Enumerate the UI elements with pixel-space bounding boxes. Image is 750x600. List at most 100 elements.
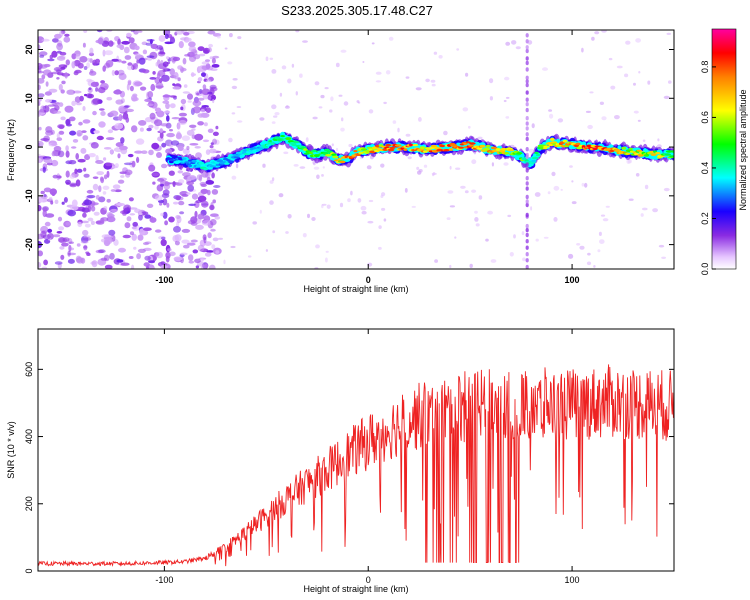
noise-speck: [335, 147, 339, 152]
noise-speck: [42, 207, 48, 212]
ridge-blob: [479, 144, 486, 148]
noise-speck: [521, 231, 525, 236]
noise-speck: [58, 226, 65, 231]
noise-speck: [392, 120, 397, 124]
ridge-blob: [528, 163, 534, 167]
noise-speck: [128, 256, 134, 259]
noise-speck: [45, 130, 54, 136]
y-tick-label: 20: [24, 45, 34, 55]
ridge-blob: [228, 160, 235, 164]
noise-speck: [66, 89, 76, 95]
noise-speck: [38, 126, 42, 131]
noise-speck: [378, 246, 382, 250]
colorbar: 0.0 0.2 0.4 0.6 0.8 Normalized spectral ampl…: [700, 28, 748, 275]
noise-speck: [179, 252, 188, 256]
noise-speck: [113, 239, 119, 246]
noise-speck: [259, 117, 265, 121]
ridge-blob: [387, 148, 395, 152]
noise-speck: [581, 182, 585, 187]
ridge-blob: [419, 146, 426, 150]
noise-speck: [161, 163, 168, 169]
noise-speck: [455, 167, 461, 170]
noise-speck: [87, 205, 92, 213]
noise-speck: [38, 262, 42, 268]
ridge-blob: [436, 148, 443, 152]
ridge-blob: [187, 164, 193, 168]
noise-speck: [543, 236, 549, 239]
noise-speck: [177, 65, 183, 70]
noise-speck: [117, 38, 121, 46]
artifact-dot: [525, 147, 529, 152]
noise-speck: [109, 110, 119, 117]
noise-speck: [81, 220, 89, 224]
noise-speck: [116, 259, 124, 263]
ridge-blob: [198, 161, 205, 165]
noise-speck: [181, 135, 190, 141]
x-tick-label: 100: [565, 575, 580, 585]
ridge-blob: [503, 152, 510, 155]
noise-speck: [184, 54, 191, 57]
noise-speck: [146, 103, 154, 107]
noise-speck: [210, 228, 216, 232]
noise-speck: [79, 56, 88, 63]
noise-speck: [313, 166, 320, 170]
noise-speck: [45, 81, 49, 87]
noise-speck: [166, 132, 175, 138]
y-tick-label: 200: [24, 496, 34, 511]
noise-speck: [272, 230, 276, 234]
noise-speck: [98, 185, 102, 193]
ridge-blob: [465, 141, 471, 144]
noise-speck: [229, 33, 233, 38]
noise-speck: [69, 174, 75, 179]
ridge-blob: [412, 144, 419, 147]
noise-speck: [200, 188, 209, 194]
noise-speck: [177, 170, 184, 174]
noise-speck: [41, 74, 46, 80]
noise-speck: [89, 47, 94, 55]
noise-speck: [144, 214, 151, 219]
noise-speck: [212, 55, 220, 59]
noise-speck: [579, 245, 585, 250]
artifact-dot: [525, 90, 529, 95]
noise-speck: [186, 192, 191, 195]
noise-speck: [103, 157, 107, 161]
noise-speck: [209, 219, 217, 226]
artifact-dot: [525, 33, 529, 38]
noise-speck: [95, 194, 100, 200]
artifact-dot: [525, 252, 529, 257]
noise-speck: [568, 253, 574, 259]
noise-speck: [380, 163, 385, 168]
noise-speck: [38, 101, 41, 106]
ridge-blob: [184, 161, 190, 164]
noise-speck: [477, 136, 483, 140]
noise-speck: [45, 213, 55, 218]
noise-speck: [159, 131, 164, 139]
noise-speck: [335, 62, 340, 68]
noise-speck: [325, 257, 328, 263]
noise-speck: [211, 189, 219, 195]
noise-speck: [100, 177, 105, 184]
noise-speck: [182, 172, 191, 177]
noise-speck: [43, 187, 52, 193]
noise-speck: [120, 175, 125, 178]
noise-speck: [75, 153, 79, 160]
noise-speck: [106, 170, 110, 178]
noise-speck: [324, 87, 329, 90]
noise-speck: [173, 72, 179, 80]
noise-speck: [295, 91, 298, 96]
noise-speck: [160, 212, 165, 217]
noise-speck: [201, 105, 209, 108]
y-tick-label: 600: [24, 362, 34, 377]
noise-speck: [383, 218, 387, 222]
noise-speck: [375, 71, 382, 75]
snr-series-line: [38, 364, 674, 567]
noise-speck: [553, 217, 558, 222]
noise-speck: [207, 96, 212, 100]
noise-speck: [214, 216, 221, 220]
noise-speck: [202, 139, 210, 143]
noise-speck: [505, 116, 510, 119]
noise-speck: [120, 262, 130, 266]
noise-speck: [75, 102, 82, 106]
noise-speck: [137, 234, 144, 241]
